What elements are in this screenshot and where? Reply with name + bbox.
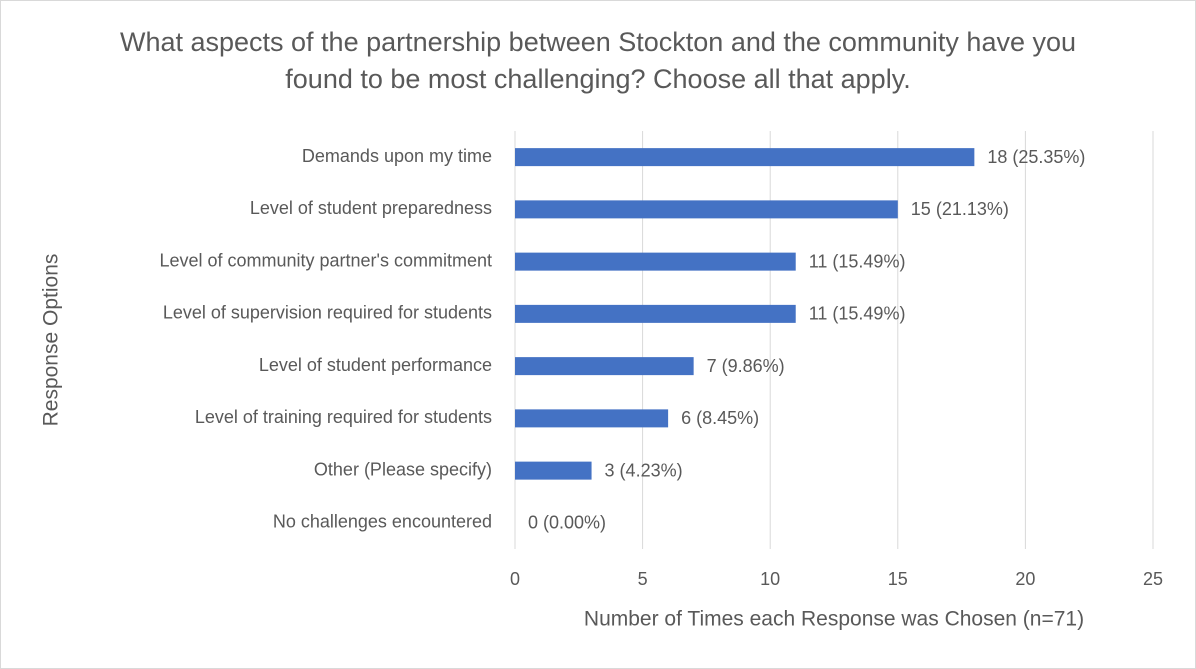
data-label: 3 (4.23%) — [605, 460, 683, 480]
x-tick-label: 25 — [1143, 569, 1163, 589]
chart-title: What aspects of the partnership between … — [119, 27, 1077, 94]
y-axis-title: Response Options — [40, 254, 63, 427]
data-label: 18 (25.35%) — [987, 147, 1085, 167]
x-tick-label: 20 — [1015, 569, 1035, 589]
bar — [515, 409, 669, 428]
y-tick-label: Level of student performance — [259, 355, 492, 375]
y-tick-label: Level of community partner's commitment — [159, 250, 492, 270]
y-tick-label: Demands upon my time — [302, 146, 492, 166]
bar — [515, 304, 796, 323]
y-tick-label: Level of supervision required for studen… — [163, 303, 492, 323]
bar — [515, 148, 975, 167]
data-label: 0 (0.00%) — [528, 513, 606, 533]
data-label: 6 (8.45%) — [681, 408, 759, 428]
y-tick-label: Other (Please specify) — [314, 459, 492, 479]
y-tick-label: No challenges encountered — [273, 512, 492, 532]
data-label: 11 (15.49%) — [809, 304, 906, 324]
bar — [515, 357, 694, 376]
x-tick-label: 5 — [638, 569, 648, 589]
bar — [515, 200, 898, 219]
bar — [515, 461, 592, 480]
data-label: 11 (15.49%) — [809, 251, 906, 271]
data-label: 15 (21.13%) — [911, 199, 1009, 219]
x-axis-title: Number of Times each Response was Chosen… — [584, 608, 1084, 631]
x-tick-label: 10 — [760, 569, 780, 589]
data-label: 7 (9.86%) — [707, 356, 785, 376]
x-tick-label: 15 — [888, 569, 908, 589]
y-tick-label: Level of training required for students — [195, 407, 492, 427]
y-tick-label: Level of student preparedness — [250, 198, 492, 218]
bar — [515, 252, 796, 271]
x-tick-label: 0 — [510, 569, 520, 589]
